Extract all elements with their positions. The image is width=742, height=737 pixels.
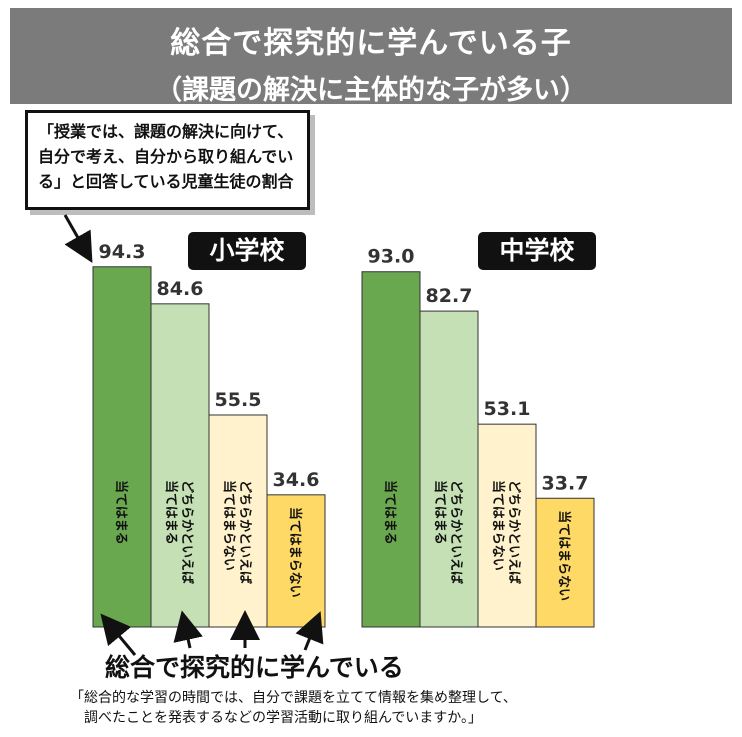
junior-high-value-label-4: 33.7 [542,472,589,494]
elementary-category-label-1: 当てはまる [113,480,129,545]
elementary-value-label-3: 55.5 [215,389,262,411]
junior-high-value-label-2: 82.7 [426,285,473,307]
title-banner: 総合で探究的に学んでいる子 （課題の解決に主体的な子が多い） [10,8,732,106]
junior-high-bar-4 [535,497,595,628]
junior-high-category-label-1: 当てはまる [382,480,398,545]
junior-high-category-label-2: どちらかといえば当てはまる [432,480,463,584]
elementary-bar-2 [150,303,210,628]
chart-subtitle: （課題の解決に主体的な子が多い） [155,75,587,106]
elementary-category-label-3: どちらかといえば当てはまらない [221,480,252,584]
footer-arrow-4 [295,611,324,651]
junior-high-bar-1 [361,271,421,628]
elementary-value-label-1: 94.3 [99,241,146,263]
footer-arrow-1 [100,613,137,656]
junior-high-bar-3 [477,423,537,628]
footer-arrow-2 [173,610,203,649]
elementary-category-label-2: どちらかといえば当てはまる [163,480,194,584]
elementary-value-label-2: 84.6 [157,278,204,300]
junior-high-school-badge: 中学校 [478,232,596,270]
junior-high-value-label-3: 53.1 [484,398,531,420]
chart-title: 総合で探究的に学んでいる子 [170,26,572,61]
footer-question-line1: 「総合的な学習の時間では、自分で課題を立てて情報を集め整理して、 [70,690,517,706]
footer-question-line2: 調べたことを発表するなどの学習活動に取り組んでいますか。」 [84,710,483,726]
elementary-bar-4 [266,494,326,628]
elementary-school-badge: 小学校 [188,232,306,270]
junior-high-bar-2 [419,310,479,628]
elementary-bar-3 [208,414,268,628]
elementary-category-label-4: 当てはまらない [287,507,303,598]
elementary-value-label-4: 34.6 [273,469,320,491]
junior-high-category-label-4: 当てはまらない [556,510,572,601]
junior-high-value-label-1: 93.0 [368,246,415,268]
footer-question: 「総合的な学習の時間では、自分で課題を立てて情報を集め整理して、 調べたことを発… [70,688,517,728]
callout-pointer [63,214,93,264]
callout-box: 「授業では、課題の解決に向けて、自分で考え、自分から取り組んでいる」と回答してい… [25,110,310,210]
elementary-bar-1 [92,266,152,628]
footer-label: 総合で探究的に学んでいる [105,653,404,682]
junior-high-category-label-3: どちらかといえば当てはまらない [490,480,521,584]
